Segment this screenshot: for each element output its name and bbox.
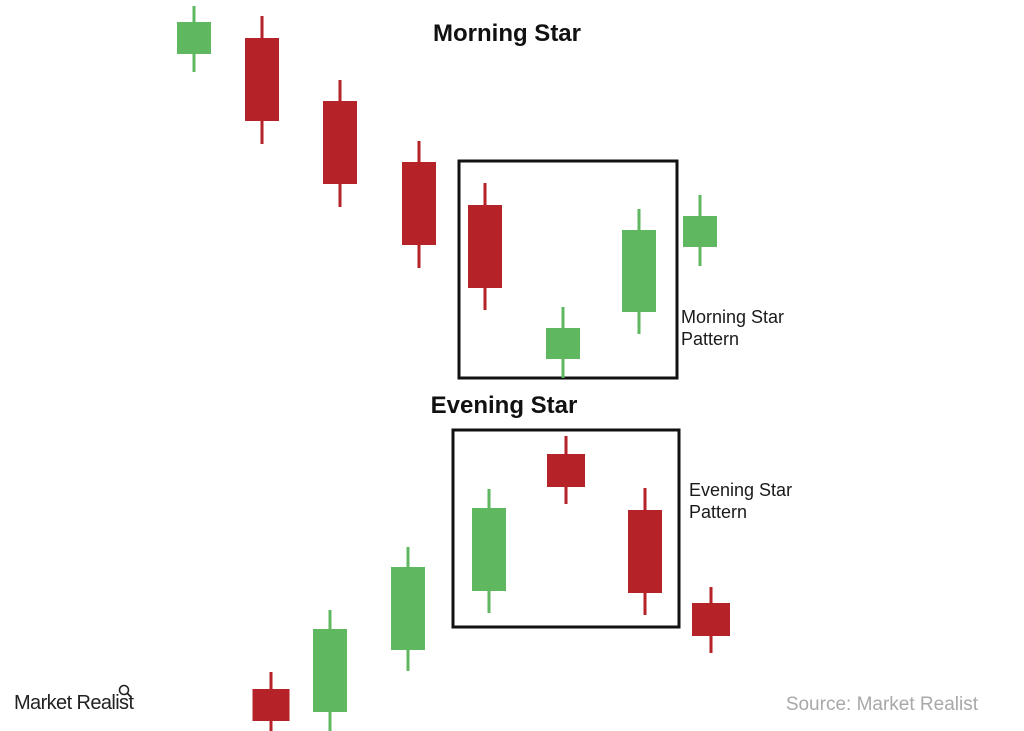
candle-body: [472, 508, 506, 591]
evening-star-pattern-label-line2: Pattern: [689, 502, 747, 522]
candle-body: [252, 689, 290, 721]
bearish-candle: [692, 587, 730, 653]
candle-body: [692, 603, 730, 636]
candle-body: [245, 38, 279, 121]
candle-body: [546, 328, 580, 359]
candle-body: [468, 205, 502, 288]
bullish-candle: [177, 6, 211, 72]
candle-body: [628, 510, 662, 593]
candle-body: [622, 230, 656, 312]
bullish-candle: [683, 195, 717, 266]
bearish-candle: [323, 80, 357, 207]
bullish-candle: [472, 489, 506, 613]
morning-star-pattern-label-line1: Morning Star: [681, 307, 784, 327]
market-realist-logo: Market Realist: [14, 692, 134, 714]
candle-body: [683, 216, 717, 247]
bullish-candle: [313, 610, 347, 731]
evening-star-pattern-box: [451, 428, 681, 629]
candle-body: [323, 101, 357, 184]
morning-star-pattern-label-line2: Pattern: [681, 329, 739, 349]
bullish-candle: [391, 547, 425, 671]
candles-group: [177, 6, 730, 731]
bearish-candle: [252, 672, 290, 731]
candle-body: [402, 162, 436, 245]
bullish-candle: [546, 307, 580, 378]
candle-body: [391, 567, 425, 650]
evening-star-pattern-label-line1: Evening Star: [689, 480, 792, 500]
bearish-candle: [402, 141, 436, 268]
bearish-candle: [547, 436, 585, 504]
bearish-candle: [245, 16, 279, 144]
bullish-candle: [622, 209, 656, 334]
morning-star-pattern-label: Morning Star Pattern: [681, 307, 789, 349]
morning-star-pattern-box: [457, 159, 679, 380]
evening-star-pattern-label: Evening Star Pattern: [689, 480, 797, 522]
bearish-candle: [468, 183, 502, 310]
candle-body: [547, 454, 585, 487]
bearish-candle: [628, 488, 662, 615]
source-credit: Source: Market Realist: [786, 694, 979, 715]
candle-body: [313, 629, 347, 712]
magnifier-icon: [118, 684, 132, 698]
candle-body: [177, 22, 211, 54]
evening-star-title: Evening Star: [431, 392, 578, 419]
morning-star-title: Morning Star: [433, 20, 581, 47]
